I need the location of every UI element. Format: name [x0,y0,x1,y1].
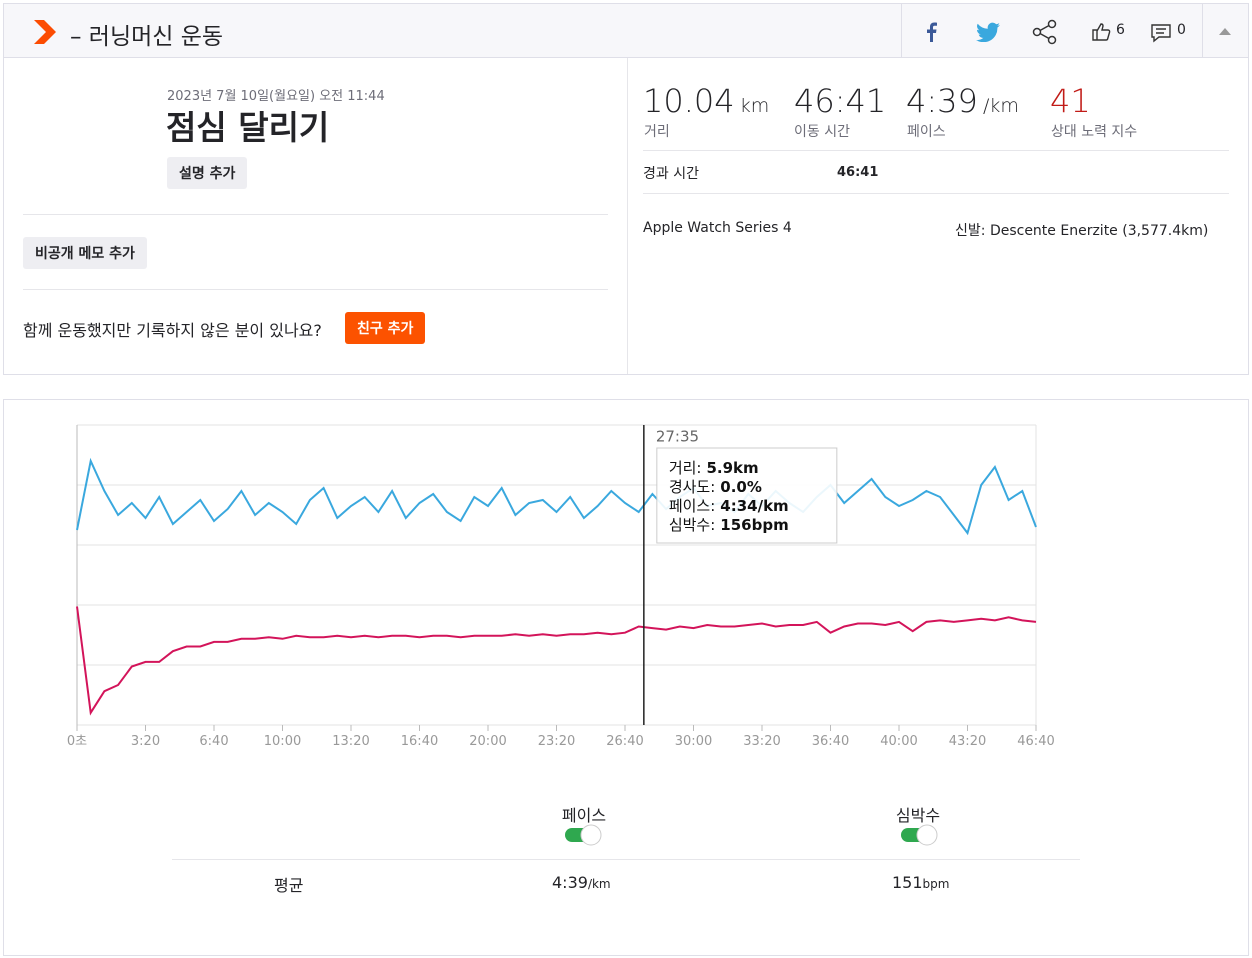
x-tick-label: 36:40 [812,734,849,749]
x-tick-label: 23:20 [538,734,575,749]
tooltip-value: 0.0% [720,478,762,496]
twitter-share[interactable] [976,22,1002,42]
activity-icon [34,20,56,44]
chart-panel: 0초 3:20 6:40 10:00 13:20 16:40 20:00 23:20 26:40… [3,399,1249,956]
add-friend-button[interactable]: 친구 추가 [345,312,426,344]
chart: 0초 3:20 6:40 10:00 13:20 16:40 20:00 23:20 26:40… [67,424,1055,749]
average-heart-rate-unit: bpm [922,877,950,891]
facebook-share[interactable] [922,21,942,43]
activity-name: 점심 달리기 [166,108,330,147]
kudos-count[interactable]: 6 [1116,22,1125,38]
header-bar: – 러닝머신 운동 6 0 [3,3,1249,59]
comment-icon[interactable] [1150,23,1172,43]
kudos-icon[interactable] [1091,22,1111,42]
device: Apple Watch Series 4 [643,220,792,236]
x-tick-label: 40:00 [880,734,917,749]
together-question: 함께 운동했지만 기록하지 않은 분이 있나요? [23,321,322,340]
legend-label: 심박수 [895,806,941,825]
elapsed-value: 46:41 [837,165,879,180]
stat-label: 이동 시간 [794,124,850,140]
x-tick-label: 13:20 [332,734,369,749]
heart-rate-toggle[interactable] [900,823,940,847]
tooltip-value: 5.9km [706,459,758,477]
summary-panel: 2023년 7월 10일(월요일) 오전 11:44 점심 달리기 설명 추가 … [3,57,1249,375]
comment-count[interactable]: 0 [1177,22,1186,38]
data-line [76,606,1037,716]
pace-toggle[interactable] [564,823,604,847]
stat-unit: km [739,95,770,117]
collapse-button[interactable] [1218,26,1232,36]
tooltip-row: 거리: 5.9km [669,459,759,477]
hover-time: 27:35 [656,428,699,446]
tooltip-value: 4:34/km [720,497,788,515]
activity-type-title: – 러닝머신 운동 [70,24,224,50]
stat-label: 거리 [644,124,670,140]
x-tick-label: 46:40 [1017,734,1054,749]
tooltip-row: 심박수: 156bpm [669,516,789,534]
x-tick-label: 43:20 [949,734,986,749]
average-heart-rate: 151 [892,873,923,892]
share-button[interactable] [1032,19,1058,45]
legend-label: 페이스 [561,806,607,825]
activity-date: 2023년 7월 10일(월요일) 오전 11:44 [167,89,385,104]
x-tick-label: 16:40 [401,734,438,749]
shoes-value: Descente Enerzite (3,577.4km) [989,223,1209,239]
tooltip-row: 페이스: 4:34/km [669,497,789,515]
x-tick-label: 26:40 [606,734,643,749]
stat-value: 4:39 [906,82,978,120]
x-tick-label: 3:20 [131,734,160,749]
tooltip-label: 심박수: [669,516,715,534]
average-label: 평균 [274,876,304,895]
average-pace: 4:39 [552,873,588,892]
stat-value: 46:41 [794,82,887,120]
x-tick-label: 0초 [67,734,87,749]
x-tick-label: 33:20 [743,734,780,749]
add-private-note-button[interactable]: 비공개 메모 추가 [23,237,147,269]
stat-label: 상대 노력 지수 [1051,124,1138,140]
tooltip-row: 경사도: 0.0% [669,478,762,496]
shoes-label: 신발: [955,223,986,239]
data-line [76,457,1037,536]
tooltip-label: 거리: [669,459,702,477]
x-tick-label: 20:00 [469,734,506,749]
x-tick-label: 6:40 [199,734,228,749]
x-tick-label: 30:00 [675,734,712,749]
stat-unit: /km [982,95,1019,117]
elapsed-label: 경과 시간 [643,166,699,182]
tooltip-label: 경사도: [669,478,715,496]
stat-label: 페이스 [907,124,946,140]
tooltip-box [656,447,838,544]
stat-value: 41 [1050,82,1091,120]
tooltip-label: 페이스: [669,497,715,515]
tooltip-value: 156bpm [720,516,788,534]
add-description-button[interactable]: 설명 추가 [167,157,248,189]
x-tick-label: 10:00 [264,734,301,749]
stat-value: 10.04 [643,82,735,120]
average-pace-unit: /km [587,877,611,891]
